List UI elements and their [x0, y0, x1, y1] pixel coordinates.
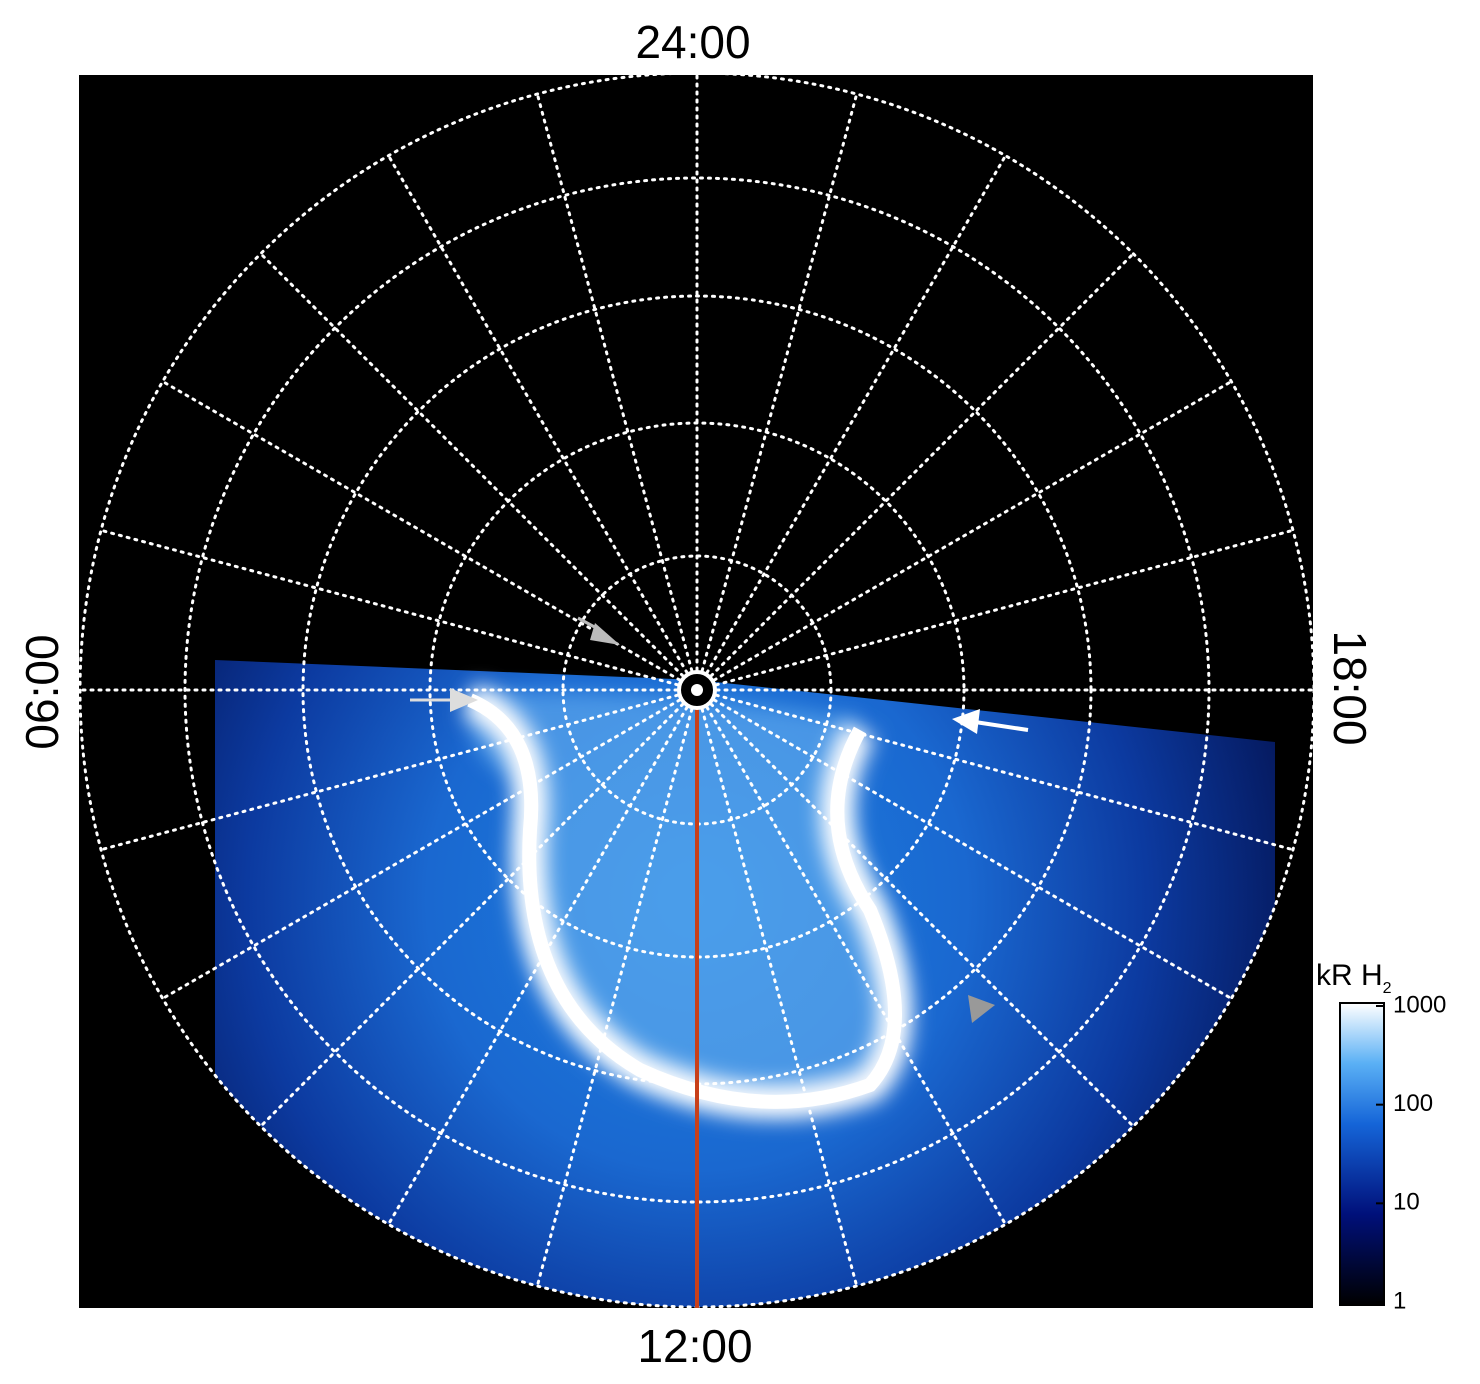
meridian-line: [259, 702, 685, 1128]
pole-dot: [691, 684, 703, 696]
colorbar-tick-label: 100: [1393, 1090, 1433, 1117]
label-bottom: 12:00: [637, 1320, 752, 1372]
meridian-line: [705, 154, 1007, 675]
meridian-line: [387, 705, 689, 1226]
meridian-line: [700, 92, 859, 673]
meridian-line: [161, 698, 682, 1000]
arrow-head: [952, 709, 980, 734]
colorbar-tick-label: 1: [1393, 1287, 1406, 1314]
colorbar-title-main: kR H: [1316, 959, 1383, 992]
arrow-head: [450, 688, 478, 712]
label-left: 06:00: [16, 634, 68, 749]
meridian-line: [700, 707, 859, 1288]
colorbar-tick-label: 1000: [1393, 991, 1446, 1018]
meridian-line: [712, 698, 1233, 1000]
latitude-circle: [183, 176, 1211, 1204]
meridian-line: [535, 707, 694, 1288]
arrow: [974, 720, 1029, 732]
colorbar-tick-label: 10: [1393, 1189, 1420, 1216]
meridian-line: [709, 252, 1135, 678]
meridian-line: [535, 92, 694, 673]
arrows: [410, 616, 1029, 1023]
main-oval-core: [467, 693, 902, 1109]
colorbar: [1339, 1002, 1385, 1306]
meridian-line: [712, 380, 1233, 682]
arrow-head: [968, 995, 995, 1023]
meridian-line: [99, 528, 680, 687]
meridian-line: [387, 154, 689, 675]
colorbar-title: kR H2: [1316, 959, 1392, 997]
meridian-line: [705, 705, 1007, 1226]
meridian-line: [709, 702, 1135, 1128]
meridian-line: [714, 693, 1295, 852]
meridian-line: [99, 693, 680, 852]
meridian-line: [714, 528, 1295, 687]
colorbar-ticks: 1 10 100 1000: [1376, 991, 1446, 1314]
meridian-line: [259, 252, 685, 678]
colorbar-title-sub: 2: [1383, 980, 1392, 997]
label-top: 24:00: [635, 16, 750, 68]
arrow-head: [590, 623, 620, 645]
label-right: 18:00: [1324, 630, 1376, 745]
